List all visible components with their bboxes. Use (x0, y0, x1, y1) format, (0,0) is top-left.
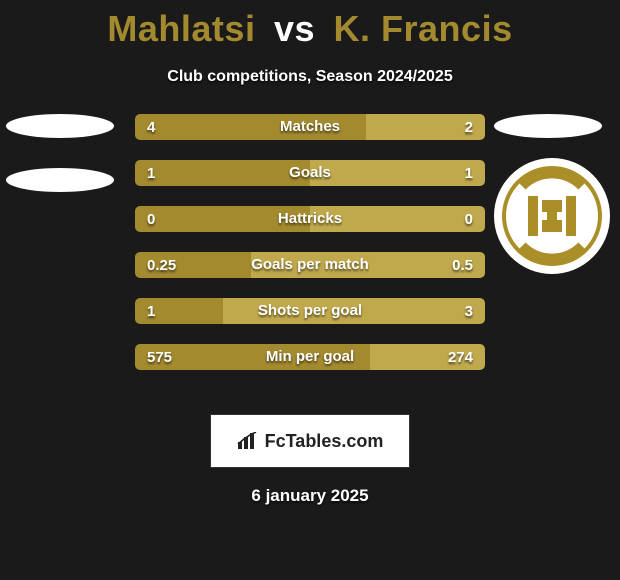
avatar-placeholder-blob (494, 114, 602, 138)
stat-row: 575274Min per goal (135, 344, 485, 370)
stat-left-value: 4 (135, 114, 366, 140)
stat-right-value: 1 (310, 160, 485, 186)
stat-left-value: 575 (135, 344, 370, 370)
stat-right-value: 2 (366, 114, 485, 140)
title-vs: vs (274, 8, 315, 49)
avatar-placeholder-blob (6, 114, 114, 138)
stat-row: 11Goals (135, 160, 485, 186)
bars-icon (237, 432, 259, 450)
avatar-placeholder-blob (6, 168, 114, 192)
subtitle: Club competitions, Season 2024/2025 (0, 68, 620, 86)
stat-right-value: 3 (223, 298, 486, 324)
player1-avatar-area (6, 114, 114, 222)
comparison-title: Mahlatsi vs K. Francis (0, 0, 620, 50)
player1-name: Mahlatsi (107, 8, 255, 49)
stat-left-value: 0 (135, 206, 310, 232)
branding-text: FcTables.com (265, 431, 384, 452)
stat-left-value: 1 (135, 160, 310, 186)
snapshot-date: 6 january 2025 (0, 486, 620, 506)
club-logo (494, 158, 610, 274)
stat-row: 42Matches (135, 114, 485, 140)
stat-right-value: 0.5 (251, 252, 486, 278)
stat-row: 13Shots per goal (135, 298, 485, 324)
stats-content: 42Matches 11Goals 00Hattricks 0.250.5Goals … (0, 114, 620, 414)
branding-badge: FcTables.com (210, 414, 410, 468)
player2-avatar-area (494, 114, 610, 274)
stat-right-value: 0 (310, 206, 485, 232)
stat-row: 0.250.5Goals per match (135, 252, 485, 278)
stat-row: 00Hattricks (135, 206, 485, 232)
player2-name: K. Francis (334, 8, 513, 49)
club-crest-icon (502, 166, 602, 266)
stat-left-value: 0.25 (135, 252, 251, 278)
stats-bars: 42Matches 11Goals 00Hattricks 0.250.5Goals … (135, 114, 485, 390)
stat-left-value: 1 (135, 298, 223, 324)
stat-right-value: 274 (370, 344, 486, 370)
